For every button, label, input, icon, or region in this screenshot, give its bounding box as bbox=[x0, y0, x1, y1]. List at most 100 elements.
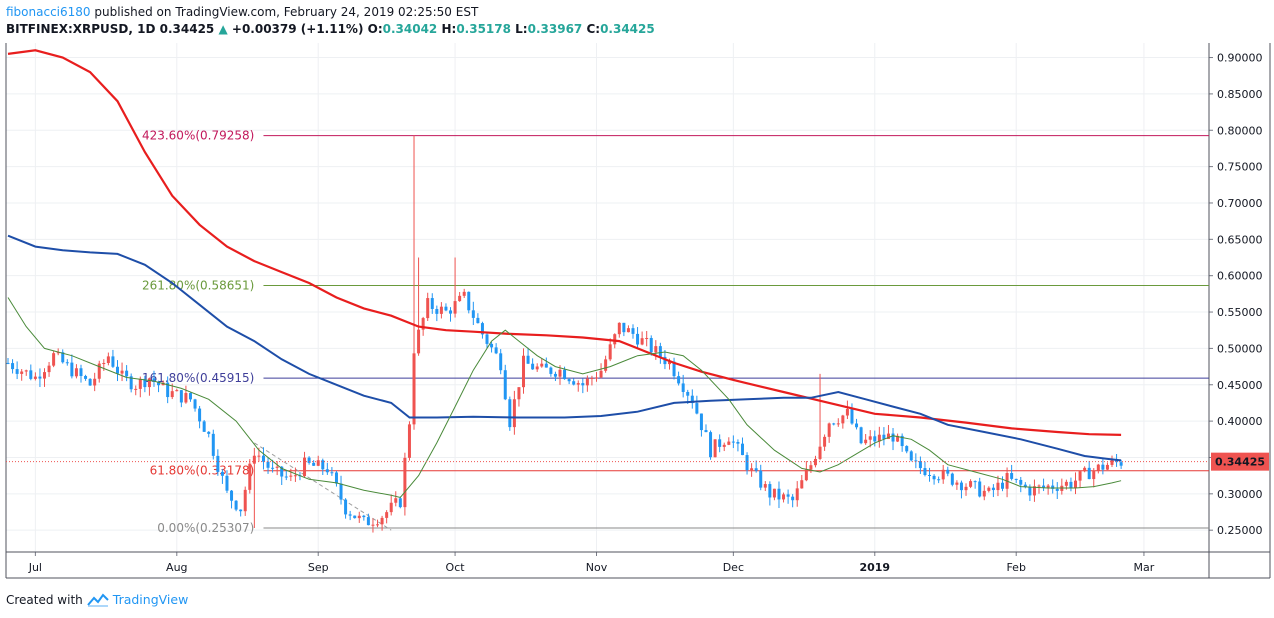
candle-body[interactable] bbox=[230, 490, 234, 501]
candle-body[interactable] bbox=[567, 379, 571, 382]
candle-body[interactable] bbox=[1105, 464, 1109, 470]
candle-body[interactable] bbox=[476, 317, 480, 324]
candle-body[interactable] bbox=[353, 515, 357, 519]
candle-body[interactable] bbox=[198, 408, 202, 422]
candle-body[interactable] bbox=[786, 494, 790, 497]
candle-body[interactable] bbox=[654, 346, 658, 353]
candle-body[interactable] bbox=[850, 408, 854, 424]
candle-body[interactable] bbox=[750, 468, 754, 471]
candle-body[interactable] bbox=[576, 383, 580, 385]
candle-body[interactable] bbox=[202, 421, 206, 432]
candle-body[interactable] bbox=[512, 399, 516, 428]
candle-body[interactable] bbox=[385, 512, 389, 518]
candle-body[interactable] bbox=[836, 423, 840, 425]
candle-body[interactable] bbox=[503, 370, 507, 400]
candle-body[interactable] bbox=[891, 433, 895, 442]
candle-body[interactable] bbox=[859, 427, 863, 444]
candle-body[interactable] bbox=[303, 457, 307, 477]
candle-body[interactable] bbox=[585, 378, 589, 386]
candle-body[interactable] bbox=[809, 465, 813, 470]
candle-body[interactable] bbox=[380, 517, 384, 525]
candle-body[interactable] bbox=[449, 310, 453, 314]
candle-body[interactable] bbox=[376, 524, 380, 526]
candle-body[interactable] bbox=[499, 353, 503, 371]
candle-body[interactable] bbox=[914, 460, 918, 462]
candle-body[interactable] bbox=[713, 439, 717, 458]
candle-body[interactable] bbox=[239, 509, 243, 512]
candle-body[interactable] bbox=[458, 295, 462, 302]
candle-body[interactable] bbox=[316, 460, 320, 466]
candle-body[interactable] bbox=[540, 363, 544, 367]
candle-body[interactable] bbox=[636, 333, 640, 345]
candle-body[interactable] bbox=[704, 430, 708, 433]
candle-body[interactable] bbox=[905, 446, 909, 452]
candle-body[interactable] bbox=[65, 362, 69, 364]
candle-body[interactable] bbox=[321, 460, 325, 470]
candle-body[interactable] bbox=[193, 399, 197, 409]
candle-body[interactable] bbox=[563, 369, 567, 380]
candle-body[interactable] bbox=[695, 403, 699, 414]
candle-body[interactable] bbox=[216, 455, 220, 472]
candle-body[interactable] bbox=[1069, 481, 1073, 488]
candle-body[interactable] bbox=[845, 408, 849, 416]
candle-body[interactable] bbox=[782, 494, 786, 500]
candle-body[interactable] bbox=[1119, 462, 1123, 466]
candle-body[interactable] bbox=[24, 370, 28, 372]
candle-body[interactable] bbox=[284, 476, 288, 478]
candle-body[interactable] bbox=[818, 446, 822, 459]
candle-body[interactable] bbox=[882, 434, 886, 439]
candle-body[interactable] bbox=[307, 457, 311, 463]
candle-body[interactable] bbox=[248, 463, 252, 490]
candle-body[interactable] bbox=[663, 356, 667, 365]
candle-body[interactable] bbox=[727, 441, 731, 445]
candle-body[interactable] bbox=[1032, 486, 1036, 496]
candle-body[interactable] bbox=[494, 347, 498, 354]
candle-body[interactable] bbox=[490, 343, 494, 348]
candle-body[interactable] bbox=[471, 310, 475, 318]
candle-body[interactable] bbox=[261, 455, 265, 462]
candle-body[interactable] bbox=[996, 482, 1000, 491]
candle-body[interactable] bbox=[1028, 487, 1032, 496]
candle-body[interactable] bbox=[699, 413, 703, 431]
candle-body[interactable] bbox=[626, 328, 630, 333]
candle-body[interactable] bbox=[175, 390, 179, 392]
candle-body[interactable] bbox=[608, 344, 612, 360]
candle-body[interactable] bbox=[978, 481, 982, 497]
candle-body[interactable] bbox=[33, 376, 37, 379]
candle-body[interactable] bbox=[79, 368, 83, 376]
candle-body[interactable] bbox=[631, 328, 635, 334]
candle-body[interactable] bbox=[1051, 485, 1055, 489]
candle-body[interactable] bbox=[617, 322, 621, 335]
candle-body[interactable] bbox=[84, 375, 88, 379]
candle-body[interactable] bbox=[275, 466, 279, 468]
candle-body[interactable] bbox=[795, 488, 799, 501]
candle-body[interactable] bbox=[184, 393, 188, 403]
candle-body[interactable] bbox=[640, 338, 644, 345]
candle-body[interactable] bbox=[686, 391, 690, 396]
candle-body[interactable] bbox=[257, 455, 261, 457]
candle-body[interactable] bbox=[731, 441, 735, 443]
candle-body[interactable] bbox=[467, 291, 471, 311]
candle-body[interactable] bbox=[394, 498, 398, 503]
candle-body[interactable] bbox=[371, 524, 375, 526]
candle-body[interactable] bbox=[439, 306, 443, 314]
candle-body[interactable] bbox=[667, 361, 671, 365]
candle-body[interactable] bbox=[772, 488, 776, 498]
candle-body[interactable] bbox=[280, 466, 284, 477]
candle-body[interactable] bbox=[42, 372, 46, 379]
candle-body[interactable] bbox=[868, 436, 872, 440]
candle-body[interactable] bbox=[873, 436, 877, 442]
candle-body[interactable] bbox=[138, 378, 142, 389]
candle-body[interactable] bbox=[969, 481, 973, 487]
candle-body[interactable] bbox=[61, 352, 65, 363]
candle-body[interactable] bbox=[339, 483, 343, 500]
candle-body[interactable] bbox=[93, 378, 97, 386]
candle-body[interactable] bbox=[763, 484, 767, 488]
candle-body[interactable] bbox=[622, 322, 626, 333]
candle-body[interactable] bbox=[166, 382, 170, 398]
candle-body[interactable] bbox=[955, 482, 959, 485]
candle-body[interactable] bbox=[88, 378, 92, 386]
candle-body[interactable] bbox=[143, 378, 147, 388]
candle-body[interactable] bbox=[129, 376, 133, 390]
